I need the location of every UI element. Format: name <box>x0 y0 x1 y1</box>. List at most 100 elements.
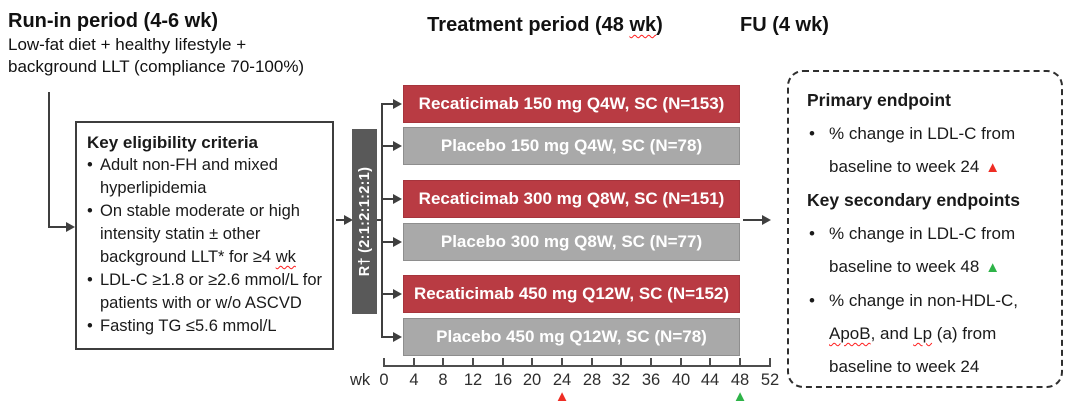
endpoint-line-text: baseline to week 48 <box>829 257 980 276</box>
bullet-icon: • <box>809 224 815 243</box>
endpoint-line: baseline to week 24 <box>829 357 980 376</box>
bullet-icon: • <box>809 291 815 310</box>
endpoint-line: ApoB, and Lp (a) from <box>829 317 1051 350</box>
week-axis-line <box>383 365 771 367</box>
secondary-endpoints-title: Key secondary endpoints <box>807 190 1020 210</box>
bullet-icon: • <box>87 156 93 174</box>
arms-to-endpoints-line <box>743 219 763 221</box>
bullet-icon: • <box>87 317 93 335</box>
axis-tick-label: 40 <box>671 371 691 389</box>
arm-bar-recaticimab-450-q12w: Recaticimab 450 mg Q12W, SC (N=152) <box>403 275 740 313</box>
axis-unit-label: wk <box>350 371 371 389</box>
axis-tick-label: 32 <box>611 371 631 389</box>
arm-connector-line <box>381 336 394 338</box>
eligibility-item-text: Fasting TG ≤5.6 mmol/L <box>100 317 277 335</box>
axis-tick-label: 36 <box>641 371 661 389</box>
treatment-period-title: Treatment period (48 wk) <box>380 14 710 37</box>
primary-endpoint-item: • % change in LDL-C from baseline to wee… <box>807 117 1051 184</box>
arm-bar-recaticimab-150-q4w: Recaticimab 150 mg Q4W, SC (N=153) <box>403 85 740 123</box>
week24-triangle-icon: ▲ <box>985 159 1001 176</box>
axis-tick-mark <box>413 358 415 367</box>
arrow-right-icon <box>344 215 353 225</box>
bullet-icon: • <box>87 202 93 220</box>
axis-tick-label: 16 <box>493 371 513 389</box>
eligibility-item-tg: • Fasting TG ≤5.6 mmol/L <box>87 315 324 338</box>
arm-connector-line <box>381 241 394 243</box>
axis-tick-label: 48 <box>730 371 750 389</box>
treatment-period-title-text: Treatment period (48 <box>427 14 630 36</box>
axis-tick-mark <box>739 358 741 367</box>
arm-connector-line <box>381 198 394 200</box>
endpoint-line: % change in LDL-C from <box>829 124 1016 143</box>
arm-connector-line <box>381 103 394 105</box>
axis-tick-label: 8 <box>438 371 448 389</box>
arrow-right-icon <box>762 215 771 225</box>
randomization-bar <box>352 129 377 314</box>
arrow-right-icon <box>393 194 402 204</box>
arm-bar-placebo-150-q4w: Placebo 150 mg Q4W, SC (N=78) <box>403 127 740 165</box>
arm-connector-line <box>381 293 394 295</box>
eligibility-item-text: LDL-C ≥1.8 or ≥2.6 mmol/L for patients w… <box>100 271 322 312</box>
endpoint-line-text: , and <box>870 324 914 343</box>
endpoint-line-text: (a) from <box>932 324 997 343</box>
runin-subtitle-line2: background LLT (compliance 70-100%) <box>8 57 305 76</box>
axis-tick-mark <box>650 358 652 367</box>
axis-tick-label: 28 <box>582 371 602 389</box>
bullet-icon: • <box>87 271 93 289</box>
week48-triangle-icon: ▲ <box>985 259 1001 276</box>
bullet-icon: • <box>809 124 815 143</box>
secondary-endpoint-item-ldlc48: • % change in LDL-C from baseline to wee… <box>807 217 1051 284</box>
endpoint-line: baseline to week 48 ▲ <box>829 250 1051 284</box>
endpoint-wavy-word: Lp <box>913 324 933 343</box>
endpoint-line: % change in non-HDL-C, <box>829 291 1018 310</box>
eligibility-item-text: On stable moderate or high intensity sta… <box>100 202 300 266</box>
week48-marker-icon: ▲ <box>732 388 748 405</box>
axis-tick-label: 12 <box>463 371 483 389</box>
arm-bar-placebo-300-q8w: Placebo 300 mg Q8W, SC (N=77) <box>403 223 740 261</box>
randomization-label: R† (2:1:2:1:2:1) <box>356 166 373 277</box>
endpoint-line-text: baseline to week 24 <box>829 157 980 176</box>
arrow-right-icon <box>393 141 402 151</box>
arrow-right-icon <box>393 289 402 299</box>
axis-tick-mark <box>561 358 563 367</box>
endpoint-line: % change in LDL-C from <box>829 224 1016 243</box>
eligibility-item-nonfh: • Adult non-FH and mixed hyperlipidemia <box>87 154 324 200</box>
runin-period-title: Run-in period (4-6 wk) <box>8 10 218 32</box>
axis-tick-mark <box>680 358 682 367</box>
runin-connector-horizontal-line <box>48 226 67 228</box>
axis-tick-mark <box>709 358 711 367</box>
treatment-period-title-close: ) <box>656 14 663 36</box>
treatment-period-title-wavy-word: wk <box>629 14 657 36</box>
arrow-right-icon <box>393 237 402 247</box>
eligibility-to-randomization-line <box>336 219 345 221</box>
followup-period-title: FU (4 wk) <box>740 14 829 36</box>
eligibility-title: Key eligibility criteria <box>87 133 259 152</box>
week24-marker-icon: ▲ <box>554 388 570 405</box>
arm-bar-recaticimab-300-q8w: Recaticimab 300 mg Q8W, SC (N=151) <box>403 180 740 218</box>
axis-tick-mark <box>383 358 385 367</box>
axis-tick-label: 20 <box>522 371 542 389</box>
eligibility-item-wavy-word: wk <box>275 248 296 266</box>
eligibility-item-statin: • On stable moderate or high intensity s… <box>87 200 324 269</box>
eligibility-item-ldlc: • LDL-C ≥1.8 or ≥2.6 mmol/L for patients… <box>87 269 324 315</box>
endpoint-line: baseline to week 24 ▲ <box>829 150 1051 184</box>
axis-tick-mark <box>442 358 444 367</box>
randomization-branch-line <box>381 103 383 338</box>
axis-tick-mark <box>769 358 771 367</box>
axis-tick-mark <box>472 358 474 367</box>
axis-tick-mark <box>591 358 593 367</box>
arm-connector-line <box>381 145 394 147</box>
axis-tick-mark <box>620 358 622 367</box>
secondary-endpoint-item-nonhdlc: • % change in non-HDL-C, ApoB, and Lp (a… <box>807 284 1051 383</box>
primary-endpoint-title: Primary endpoint <box>807 90 951 110</box>
axis-tick-label: 4 <box>409 371 419 389</box>
randomization-branch-stub <box>377 219 382 221</box>
arrow-right-icon <box>393 332 402 342</box>
axis-tick-label: 52 <box>760 371 780 389</box>
arrow-right-icon <box>66 222 75 232</box>
runin-subtitle-line1: Low-fat diet + healthy lifestyle + <box>8 35 247 54</box>
axis-tick-label: 44 <box>700 371 720 389</box>
eligibility-criteria-box: Key eligibility criteria • Adult non-FH … <box>75 121 334 350</box>
axis-tick-label: 24 <box>552 371 572 389</box>
